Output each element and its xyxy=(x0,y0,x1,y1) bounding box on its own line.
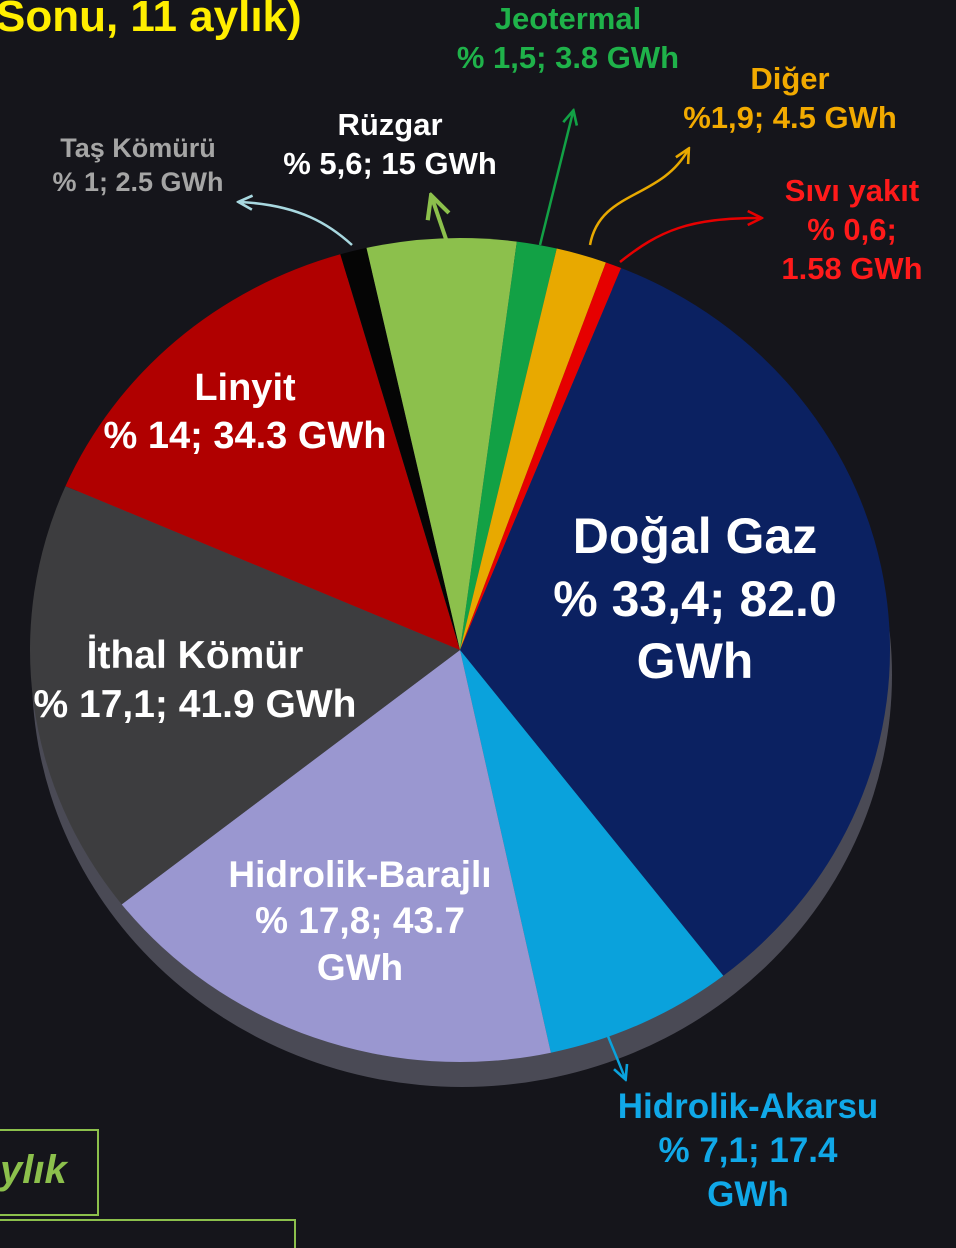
slice-label: Taş Kömürü% 1; 2.5 GWh xyxy=(8,132,268,200)
leader xyxy=(240,202,353,246)
value-label: % 17,8; 43.7 GWh xyxy=(255,900,465,988)
category-label: Diğer xyxy=(750,61,830,96)
pie-slice xyxy=(121,650,551,1062)
category-label: Linyit xyxy=(194,367,296,409)
slice-label: Linyit % 14; 34.3 GWh xyxy=(45,365,445,460)
slice-label: Sıvı yakıt% 0,6; 1.58 GWh xyxy=(777,172,927,288)
leader xyxy=(588,150,688,246)
pie-slice xyxy=(460,241,557,650)
category-label: Jeotermal xyxy=(494,1,642,36)
category-label: Hidrolik-Akarsu xyxy=(617,1087,879,1126)
leader xyxy=(432,198,447,243)
pie xyxy=(29,237,891,1062)
value-label: % 14; 34.3 GWh xyxy=(103,414,387,457)
category-label: Rüzgar xyxy=(337,107,443,142)
value-label: % 5,6; 15 GWh xyxy=(283,145,497,181)
value-label: % 17,1; 41.9 GWh xyxy=(33,682,357,726)
value-label: % 0,6; 1.58 GWh xyxy=(781,211,923,286)
slice-label: Hidrolik-Barajlı % 17,8; 43.7 GWh xyxy=(228,852,491,991)
value-label: % 1,5; 3.8 GWh xyxy=(456,39,680,75)
category-label: Doğal Gaz xyxy=(572,508,818,564)
value-label: % 7,1; 17.4 GWh xyxy=(658,1130,838,1214)
value-label: % 33,4; 82.0 GWh xyxy=(553,570,837,690)
slice-label: Hidrolik-Akarsu % 7,1; 17.4 GWh xyxy=(618,1085,879,1216)
slice-label: Diğer %1,9; 4.5 GWh xyxy=(640,60,940,138)
category-label: Taş Kömürü xyxy=(60,133,216,163)
value-label: %1,9; 4.5 GWh xyxy=(683,99,897,135)
pie-slice xyxy=(460,268,891,976)
category-label: Hidrolik-Barajlı xyxy=(228,854,492,895)
pie-slice xyxy=(29,486,460,905)
slice-label: Jeotermal% 1,5; 3.8 GWh xyxy=(418,0,718,78)
box xyxy=(0,1219,296,1248)
leader xyxy=(538,112,573,246)
slice-label: Rüzgar% 5,6; 15 GWh xyxy=(240,106,540,184)
slice-label: İthal Kömür % 17,1; 41.9 GWh xyxy=(0,632,395,730)
pie-slice xyxy=(460,248,606,650)
slice-label: Doğal Gaz % 33,4; 82.0 GWh xyxy=(545,505,845,693)
pie-slice xyxy=(340,247,460,650)
pie-slice xyxy=(366,237,517,650)
annotation: ylık xyxy=(0,1148,67,1192)
category-label: Sıvı yakıt xyxy=(784,173,920,208)
leaders xyxy=(240,112,760,1078)
leader xyxy=(619,218,760,263)
category-label: İthal Kömür xyxy=(86,634,304,677)
value-label: % 1; 2.5 GWh xyxy=(52,166,224,197)
chart-title: Sonu, 11 aylık) xyxy=(0,0,302,41)
pie-slice xyxy=(460,650,724,1053)
pie-slice xyxy=(460,262,622,650)
box xyxy=(0,1129,99,1216)
pie-slice xyxy=(65,254,460,650)
leader xyxy=(590,989,625,1078)
